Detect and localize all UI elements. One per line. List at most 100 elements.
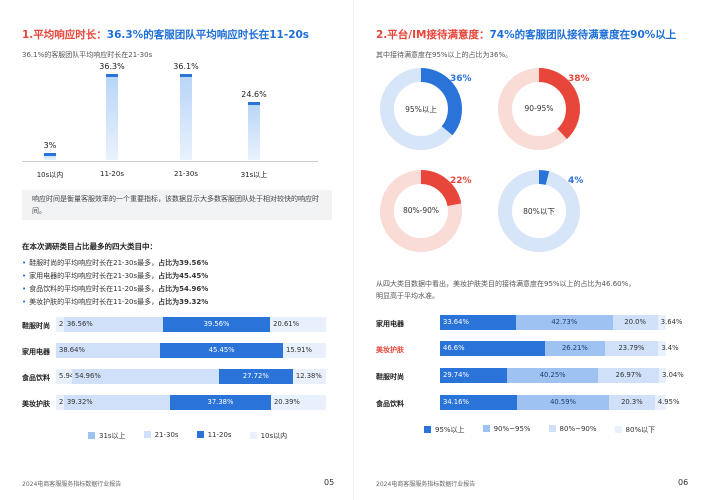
bar-segment: 45.45% <box>160 343 284 358</box>
donut-4 <box>498 170 580 252</box>
bar-segment: 38.64% <box>56 343 161 358</box>
title-prefix: 2.平台/IM接待满意度： <box>376 29 490 41</box>
donut-percent-label: 22% <box>450 176 472 186</box>
legend-label: 21-30s <box>154 431 179 439</box>
donut-percent-label: 36% <box>450 74 472 84</box>
legend-item: 80%以下 <box>614 425 655 435</box>
legend-item: 80%~90% <box>548 425 597 435</box>
footer-text: 2024电商客服服务指标数据行业报告 <box>376 481 476 488</box>
legend-swatch <box>548 425 556 432</box>
donut-center-label: 95%以上 <box>405 105 437 114</box>
bullet-dot-icon: • <box>22 298 27 306</box>
legend-item: 11-20s <box>196 431 232 441</box>
bar-segment: 3.04% <box>659 368 684 383</box>
description-line-1: 从四大类目数据中看出，美妆护肤类目的接待满意度在95%以上的占比为46.60%， <box>376 280 636 288</box>
donut-center-label: 80%-90% <box>402 206 440 215</box>
legend-label: 90%~95% <box>493 425 531 433</box>
bar-segment: 20.0% <box>612 315 658 330</box>
bar-segment: 23.79% <box>604 341 659 356</box>
bar-cap <box>106 73 118 77</box>
row-label: 美妆护肤 <box>22 400 50 408</box>
row-label: 食品饮料 <box>22 374 50 382</box>
bullet-bold: 占比为39.56% <box>158 259 209 267</box>
page-divider <box>353 0 354 500</box>
bullet-dot-icon: • <box>22 285 27 293</box>
donut-1 <box>380 68 462 150</box>
section-subtitle: 36.1%的客服团队平均响应时长在21-30s <box>22 51 153 59</box>
bar-segment: 20.3% <box>608 395 655 410</box>
section-title-response-time: 1.平均响应时长：36.3%的客服团队平均响应时长在11-20s <box>22 27 309 42</box>
bullet-bold: 占比为39.32% <box>158 298 209 306</box>
bullet-bold: 占比为54.96% <box>158 285 209 293</box>
bar-value-label: 36.3% <box>99 61 125 71</box>
donut-slice <box>498 68 580 150</box>
legend-swatch <box>88 432 95 439</box>
bullet-text: 鞋服时尚的平均响应时长在21-30s最多， <box>29 259 159 267</box>
donut-percent-label: 4% <box>568 176 584 186</box>
bar-cap <box>44 152 56 156</box>
legend-item: 90%~95% <box>482 425 531 435</box>
legend-swatch <box>196 431 204 438</box>
donut-center-label: 80%以下 <box>523 207 555 216</box>
donut-slice <box>380 170 462 252</box>
bar-4 <box>248 101 260 160</box>
bar-3 <box>180 74 192 160</box>
bar-segment: 39.32% <box>63 395 170 410</box>
legend-item: 21-30s <box>143 431 179 441</box>
footer-text: 2024电商客服服务指标数据行业报告 <box>22 481 122 488</box>
bullet-item: • 鞋服时尚的平均响应时长在21-30s最多，占比为39.56% <box>22 258 208 268</box>
section-subtitle: 其中接待满意度在95%以上的占比为36%。 <box>376 51 513 59</box>
satisfaction-legend: 95%以上 90%~95% 80%~90% 80%以下 <box>424 425 655 435</box>
legend-label: 31s以上 <box>99 432 126 440</box>
bar-segment: 37.38% <box>170 395 271 410</box>
row-label: 美妆护肤 <box>376 346 404 354</box>
bar-segment: 5.94% <box>56 369 81 384</box>
note-box: 响应时间是衡量客服效率的一个重要指标，该数据显示大多数客服团队处于相对较快的响应… <box>22 190 332 220</box>
description-line-2: 明显高于平均水准。 <box>376 292 439 300</box>
bullet-item: • 家用电器的平均响应时长在21-30s最多，占比为45.45% <box>22 271 208 281</box>
bar-segment: 4.95% <box>654 395 679 410</box>
bar-segment: 20.61% <box>270 317 326 332</box>
bar-cap <box>248 101 260 105</box>
donut-slice <box>498 170 580 252</box>
bar-segment: 27.72% <box>218 369 293 384</box>
legend-swatch <box>614 426 622 433</box>
bar-segment: 15.91% <box>283 343 326 358</box>
bar-category-label: 21-30s <box>174 170 198 178</box>
bar-2 <box>106 73 118 160</box>
bar-segment: 20.39% <box>270 395 326 410</box>
title-prefix: 1.平均响应时长： <box>22 29 107 41</box>
bar-1 <box>44 152 56 160</box>
bar-category-label: 11-20s <box>100 170 124 178</box>
legend-item: 95%以上 <box>424 425 465 435</box>
page-06: 2.平台/IM接待满意度：74%的客服团队接待满意度在90%以上 其中接待满意度… <box>354 0 707 500</box>
legend-label: 10s以内 <box>260 432 288 440</box>
axis-line <box>22 161 318 162</box>
bullet-bold: 占比为45.45% <box>158 272 209 280</box>
bullet-item: • 美妆护肤的平均响应时长在11-20s最多，占比为39.32% <box>22 297 208 307</box>
page-05: 1.平均响应时长：36.3%的客服团队平均响应时长在11-20s 36.1%的客… <box>0 0 353 500</box>
bullet-text: 食品饮料的平均响应时长在11-20s最多， <box>29 285 159 293</box>
bar-segment: 33.64% <box>440 315 517 330</box>
bar-segment: 26.21% <box>545 341 605 356</box>
bar-value-label: 24.6% <box>241 89 267 99</box>
bar-segment: 2.91% <box>56 395 81 410</box>
bar-category-label: 10s以内 <box>36 171 64 179</box>
donut-2 <box>498 68 580 150</box>
bar-segment: 54.96% <box>71 369 219 384</box>
legend-label: 11-20s <box>207 431 232 439</box>
bar-segment: 36.56% <box>63 317 163 332</box>
legend-swatch <box>424 426 431 433</box>
row-label: 家用电器 <box>376 320 404 328</box>
bar-segment: 40.25% <box>507 368 599 383</box>
bar-segment: 40.59% <box>517 395 609 410</box>
donut-slice <box>380 68 462 150</box>
donut-3 <box>380 170 462 252</box>
section-title-satisfaction: 2.平台/IM接待满意度：74%的客服团队接待满意度在90%以上 <box>376 27 676 42</box>
bar-category-label: 31s以上 <box>240 171 268 179</box>
bullet-text: 家用电器的平均响应时长在21-30s最多， <box>29 272 159 280</box>
response-time-legend: 31s以上 21-30s 11-20s 10s以内 <box>88 431 287 441</box>
legend-swatch <box>249 432 257 439</box>
bar-value-label: 36.1% <box>173 62 199 72</box>
legend-swatch <box>482 425 490 432</box>
